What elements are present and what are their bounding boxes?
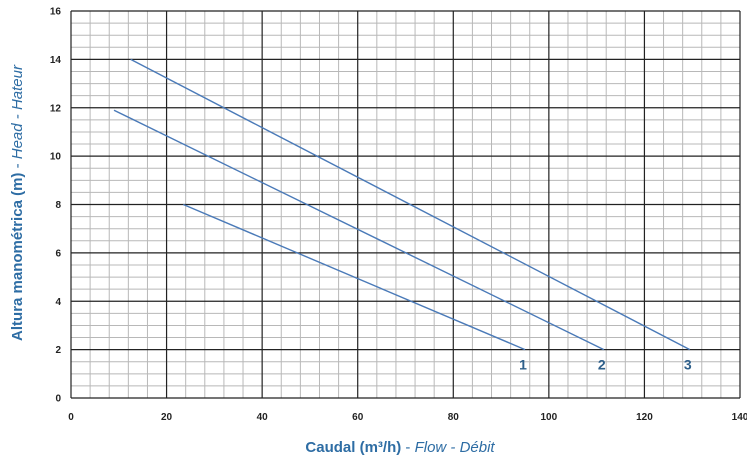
- x-axis-title-sep: -: [401, 439, 414, 456]
- x-tick-label: 0: [68, 412, 74, 423]
- y-axis-title-alt: Head - Hateur: [9, 64, 26, 159]
- x-axis-title-alt: Flow - Débit: [415, 439, 496, 456]
- y-tick-label: 6: [55, 248, 61, 259]
- x-axis-ticks: 0 20 40 60 80 100 120 140: [68, 412, 747, 423]
- series-line-2: [113, 109, 605, 351]
- x-tick-label: 100: [541, 412, 558, 423]
- x-tick-label: 80: [448, 412, 460, 423]
- y-axis-title: Altura manométrica (m) - Head - Hateur: [9, 64, 26, 341]
- series-label-3: 3: [684, 357, 692, 373]
- series-label-1: 1: [519, 357, 527, 373]
- y-tick-label: 2: [55, 345, 61, 356]
- y-axis-title-sep: -: [9, 159, 26, 172]
- series-line-1: [183, 203, 526, 351]
- y-tick-label: 0: [55, 394, 61, 405]
- x-tick-label: 40: [257, 412, 269, 423]
- x-tick-label: 60: [352, 412, 364, 423]
- y-tick-label: 8: [55, 200, 61, 211]
- y-tick-label: 4: [55, 297, 61, 308]
- x-tick-label: 120: [636, 412, 653, 423]
- major-grid: [70, 10, 741, 399]
- x-axis-title-main: Caudal (m³/h): [305, 439, 401, 456]
- series-label-2: 2: [598, 357, 606, 373]
- y-tick-label: 12: [50, 103, 62, 114]
- x-tick-label: 20: [161, 412, 173, 423]
- y-tick-label: 16: [50, 7, 62, 18]
- y-axis-title-main: Altura manométrica (m): [9, 173, 26, 341]
- y-axis-ticks: 0 2 4 6 8 10 12 14 16: [50, 7, 62, 405]
- x-tick-label: 140: [732, 412, 747, 423]
- y-tick-label: 14: [50, 55, 62, 66]
- y-tick-label: 10: [50, 152, 62, 163]
- series-line-3: [130, 58, 691, 351]
- x-axis-title: Caudal (m³/h) - Flow - Débit: [305, 439, 495, 456]
- series-group: 1 2 3: [113, 58, 692, 373]
